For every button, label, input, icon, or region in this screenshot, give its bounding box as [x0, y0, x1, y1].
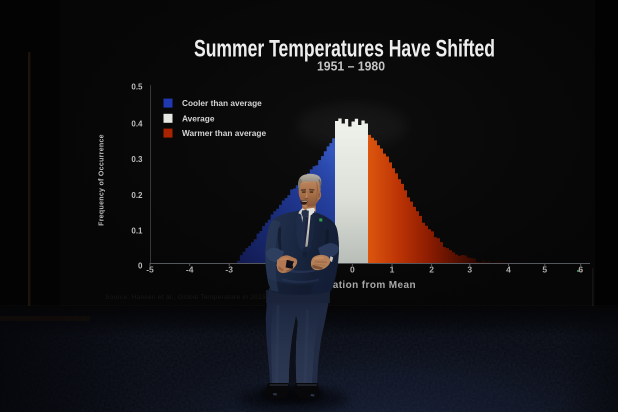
svg-text:Warmer than average: Warmer than average	[182, 128, 266, 138]
svg-text:1: 1	[390, 265, 395, 275]
svg-text:5: 5	[542, 265, 547, 275]
svg-text:0.3: 0.3	[131, 155, 143, 164]
svg-text:-5: -5	[146, 265, 154, 275]
svg-text:2: 2	[429, 265, 434, 275]
svg-text:Average: Average	[182, 113, 215, 123]
svg-text:Summer Temperatures Have Shift: Summer Temperatures Have Shifted	[194, 36, 495, 63]
svg-text:Source: Hansen et al., Glob: Source: Hansen et al., Global Temperatur…	[105, 294, 313, 301]
svg-text:0.5: 0.5	[131, 83, 143, 92]
svg-text:0: 0	[138, 261, 143, 270]
svg-text:Deviation from Mean: Deviation from Mean	[310, 280, 416, 291]
svg-text:1951 – 1980: 1951 – 1980	[317, 59, 385, 74]
svg-text:0: 0	[350, 265, 355, 275]
svg-text:-3: -3	[225, 265, 233, 275]
svg-text:Frequency of Occurrence: Frequency of Occurrence	[99, 134, 106, 226]
svg-text:0.1: 0.1	[131, 226, 143, 235]
svg-text:Cooler than average: Cooler than average	[182, 98, 262, 108]
svg-text:0.4: 0.4	[131, 120, 143, 129]
svg-text:4: 4	[506, 265, 511, 275]
svg-text:0.2: 0.2	[131, 191, 143, 200]
svg-text:6: 6	[578, 265, 583, 275]
svg-text:3: 3	[467, 265, 472, 275]
svg-text:-4: -4	[186, 265, 194, 275]
